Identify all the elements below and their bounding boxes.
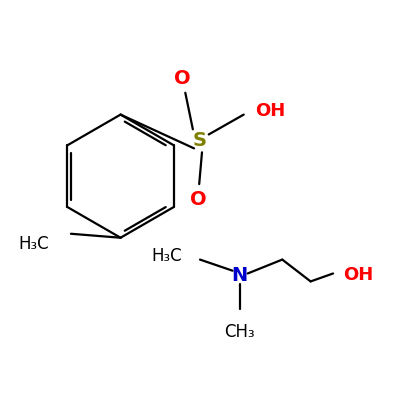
Text: CH₃: CH₃ <box>224 323 255 341</box>
Text: H₃C: H₃C <box>152 247 182 265</box>
Text: O: O <box>174 69 190 88</box>
Text: S: S <box>193 131 207 150</box>
Text: H₃C: H₃C <box>18 235 49 253</box>
Text: N: N <box>232 266 248 285</box>
Text: OH: OH <box>343 266 373 284</box>
Text: O: O <box>190 190 206 210</box>
Text: OH: OH <box>256 102 286 120</box>
